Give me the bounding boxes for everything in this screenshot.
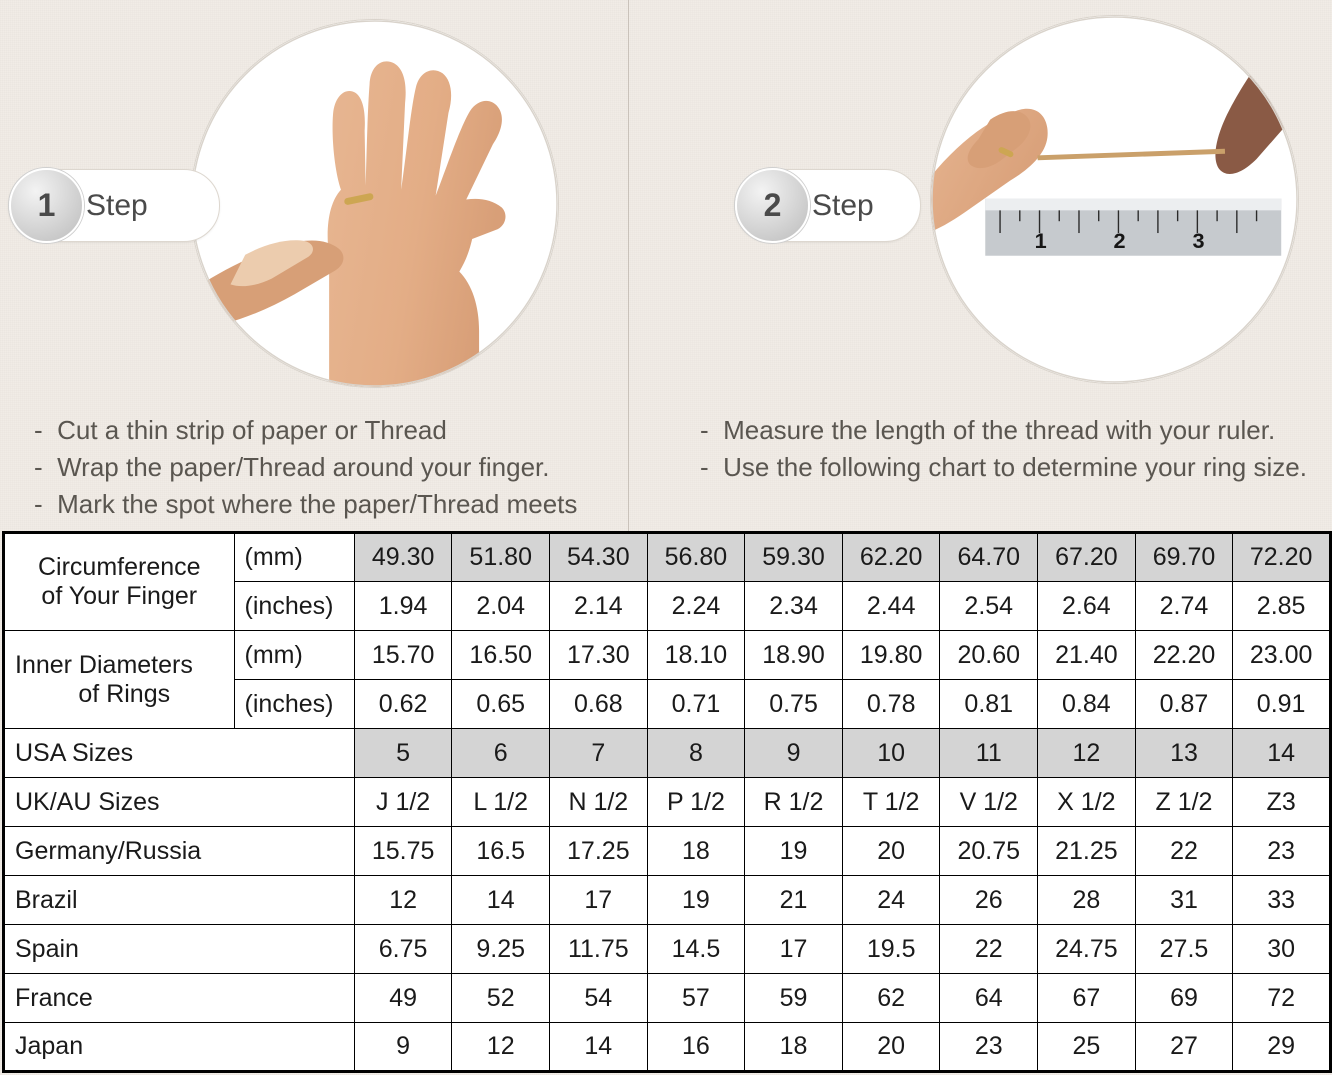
svg-text:2: 2 <box>1114 228 1126 253</box>
svg-text:1: 1 <box>1035 228 1047 253</box>
svg-text:3: 3 <box>1192 228 1204 253</box>
